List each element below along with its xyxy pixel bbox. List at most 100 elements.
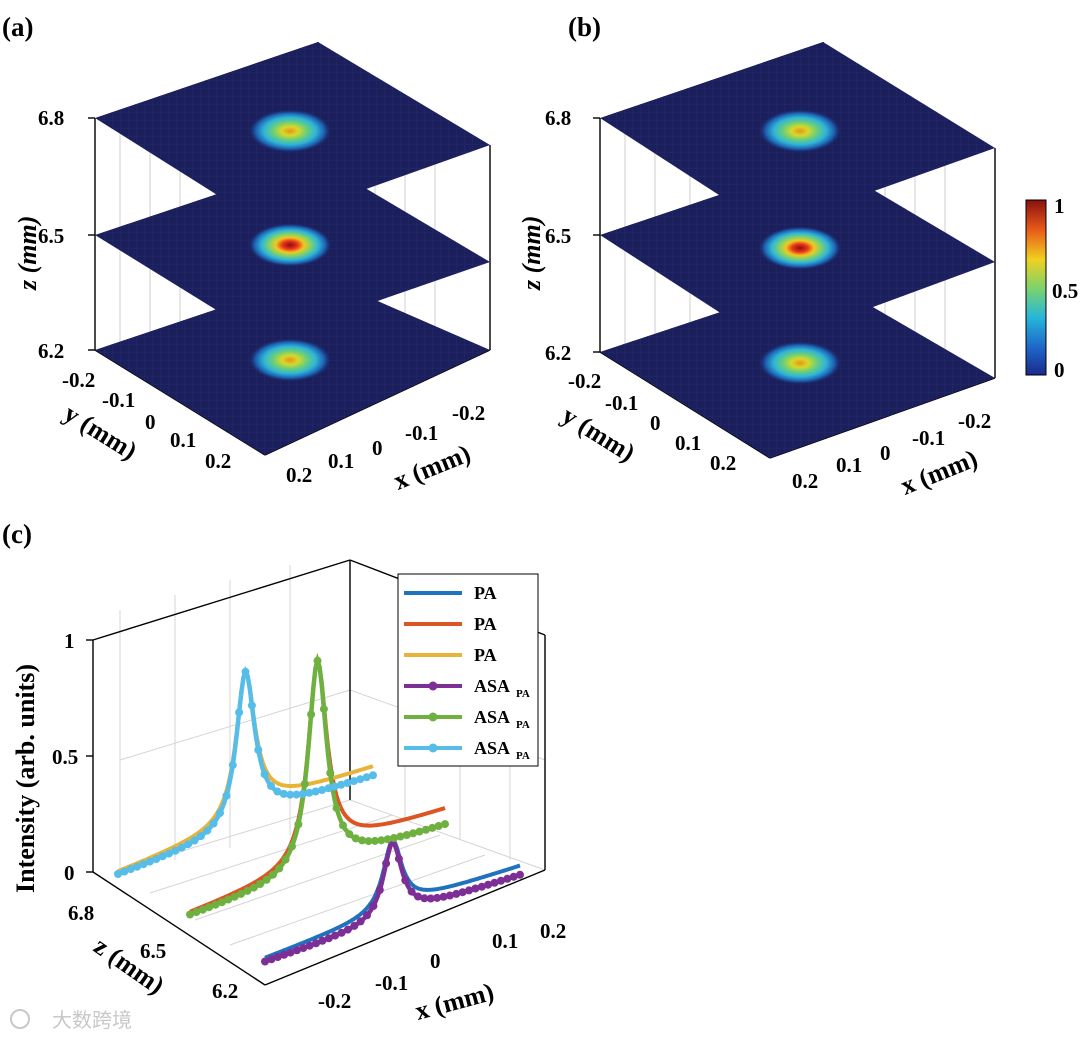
series-marker — [126, 865, 135, 874]
series-marker — [343, 925, 352, 934]
panel-b-y-tick: 0 — [650, 411, 661, 435]
series-marker — [339, 821, 347, 830]
panel-a-x-tick: -0.2 — [452, 401, 485, 425]
series-marker — [382, 859, 391, 868]
series-marker — [433, 893, 442, 902]
series-marker — [235, 708, 244, 717]
series-marker — [375, 886, 384, 894]
panel-a-slice-z68 — [95, 42, 490, 225]
series-marker — [145, 857, 154, 866]
series-marker — [260, 770, 269, 779]
series-marker — [345, 830, 354, 839]
legend-label: PA — [474, 614, 497, 634]
series-marker — [370, 836, 379, 845]
series-marker — [196, 832, 205, 841]
series-marker — [305, 788, 314, 797]
series-marker — [369, 902, 378, 910]
series-marker — [407, 887, 416, 896]
series-marker — [256, 880, 265, 888]
panel-a-x-tick: 0 — [372, 436, 383, 460]
panel-a-y-tick: 0 — [145, 410, 156, 434]
panel-a-x-label: x (mm) — [389, 439, 474, 496]
panel-b-x-tick: 0.1 — [836, 453, 862, 477]
panel-b-3d-slices: 6.8 6.5 6.2 z (mm) -0.2 -0.1 0 0.1 0.2 y… — [517, 42, 1078, 501]
series-marker — [358, 836, 367, 845]
panel-c-x-tick: 0 — [430, 949, 441, 973]
series-marker — [298, 789, 307, 798]
panel-a-y-tick: 0.2 — [205, 449, 231, 473]
series-marker — [254, 746, 263, 754]
series-marker — [396, 832, 405, 841]
panel-a-slice-z65 — [95, 160, 490, 340]
series-marker — [230, 892, 239, 901]
panel-b-x-tick: -0.2 — [958, 409, 991, 433]
legend-label: PA — [474, 583, 497, 603]
series-marker — [243, 886, 252, 895]
series-marker — [477, 882, 486, 891]
series-marker — [318, 786, 326, 794]
panel-c-3d-lines: 1 0.5 0 Intensity (arb. units) 6.8 6.5 6… — [11, 559, 566, 1026]
series-marker — [300, 780, 309, 788]
panel-a-x-tick: 0.1 — [328, 449, 354, 473]
series-marker — [350, 921, 359, 930]
watermark: 大数跨境 — [10, 1008, 132, 1032]
series-marker — [441, 820, 449, 829]
panel-b-x-tick: -0.1 — [912, 426, 945, 450]
series-marker — [326, 769, 335, 777]
series-marker — [299, 944, 308, 952]
series-marker — [247, 701, 256, 710]
series-marker — [241, 667, 250, 676]
panel-a-x-tick: 0.2 — [286, 463, 312, 487]
series-marker — [490, 878, 499, 887]
series-marker — [205, 903, 214, 912]
series-marker — [275, 864, 284, 873]
panel-a-3d-slices: 6.8 6.5 6.2 z (mm) -0.2 -0.1 0 0.1 0.2 y… — [13, 42, 491, 496]
series-marker — [420, 894, 429, 903]
series-marker — [509, 872, 518, 881]
series-marker — [351, 834, 360, 843]
series-marker — [249, 883, 258, 892]
series-marker — [313, 656, 322, 665]
series-marker — [362, 773, 371, 782]
series-marker — [471, 884, 480, 893]
panel-a-y-tick: -0.1 — [102, 388, 135, 412]
panel-c-x-tick: -0.1 — [375, 971, 408, 995]
series-marker — [203, 826, 212, 835]
series-marker — [228, 761, 237, 770]
series-marker — [484, 880, 493, 889]
panel-c-x-tick: 0.2 — [540, 919, 566, 943]
series-marker — [224, 895, 233, 904]
series-marker — [428, 823, 437, 832]
legend-label-subscript: PA — [516, 719, 530, 731]
legend-label-subscript: PA — [516, 750, 530, 762]
legend-label: ASA — [474, 676, 510, 696]
series-marker — [394, 854, 403, 863]
colorbar-tick: 1 — [1054, 194, 1065, 218]
panel-c-x-tick: -0.2 — [318, 989, 351, 1013]
series-marker — [273, 787, 282, 796]
panel-label-b: (b) — [568, 12, 601, 42]
series-marker — [331, 931, 340, 940]
series-marker — [286, 948, 295, 957]
panel-c-y-ticks — [86, 639, 93, 873]
panel-b-z-tick: 6.8 — [545, 106, 571, 130]
series-marker — [349, 777, 358, 786]
series-marker — [288, 842, 296, 851]
series-marker — [294, 820, 303, 829]
series-marker — [311, 787, 320, 796]
legend-marker — [428, 743, 438, 753]
panel-b-y-tick: 0.2 — [710, 451, 736, 475]
panel-a-z-tick: 6.5 — [38, 224, 64, 248]
series-marker — [415, 827, 424, 836]
series-marker — [262, 875, 271, 884]
panel-label-a: (a) — [2, 12, 33, 42]
series-marker — [186, 910, 194, 919]
panel-a-slice-z62 — [95, 275, 490, 455]
legend-box — [397, 573, 539, 767]
panel-c-y-tick: 0.5 — [52, 745, 78, 769]
series-marker — [452, 889, 461, 898]
series-marker — [369, 771, 377, 780]
panel-c-x-tick: 0.1 — [492, 929, 518, 953]
panel-b-x-label: x (mm) — [896, 444, 981, 501]
series-marker — [273, 953, 282, 961]
